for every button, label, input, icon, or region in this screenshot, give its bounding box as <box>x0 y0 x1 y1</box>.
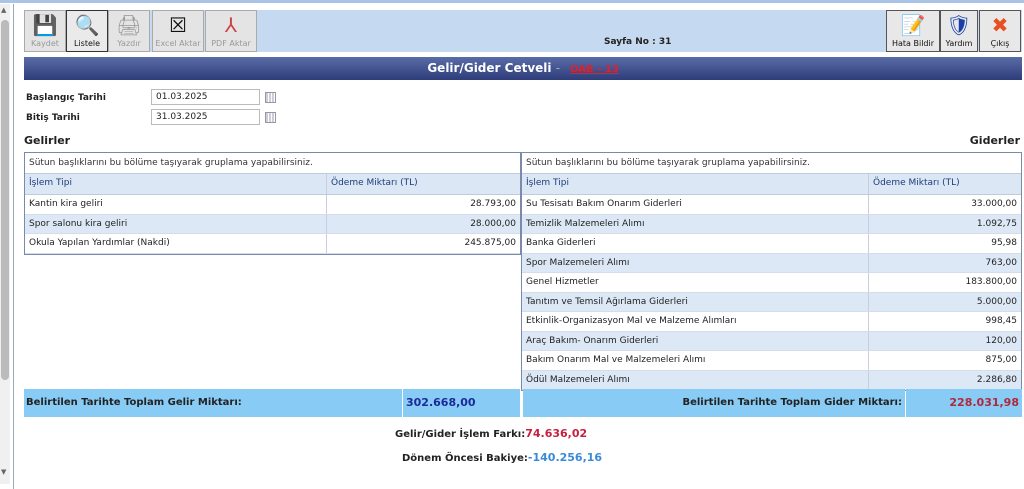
income-title: Gelirler <box>24 134 71 147</box>
income-total-label: Belirtilen Tarihte Toplam Gelir Miktarı: <box>24 389 402 417</box>
income-total-value: 302.668,00 <box>403 389 520 417</box>
print-button[interactable]: 🖨 Yazdır <box>108 10 150 52</box>
help-icon: 🛡 <box>946 13 972 37</box>
list-button[interactable]: 🔍 Listele <box>66 10 108 52</box>
table-row[interactable]: Etkinlik-Organizasyon Mal ve Malzeme Alı… <box>522 312 1021 332</box>
table-row[interactable]: Ödül Malzemeleri Alımı 2.286,80 <box>522 370 1021 390</box>
exit-button[interactable]: ✖ Çıkış <box>979 10 1021 52</box>
report-icon: 📝 <box>900 13 926 37</box>
expense-total-label: Belirtilen Tarihte Toplam Gider Miktarı: <box>523 389 905 417</box>
cell-type: Ödül Malzemeleri Alımı <box>522 370 869 389</box>
calendar-icon[interactable] <box>265 92 276 103</box>
page-title-bar: Gelir/Gider Cetveli - OAB - 13 <box>24 57 1022 80</box>
table-row[interactable]: Araç Bakım- Onarım Giderleri 120,00 <box>522 331 1021 351</box>
end-date-input[interactable]: 31.03.2025 <box>151 109 260 125</box>
cell-amount: 875,00 <box>985 355 1018 365</box>
pdf-export-button[interactable]: ⅄ PDF Aktar <box>205 10 257 52</box>
cell-type: Okula Yapılan Yardımlar (Nakdi) <box>25 234 327 253</box>
report-error-button[interactable]: 📝 Hata Bildir <box>886 10 940 52</box>
cell-amount: 2.286,80 <box>976 374 1017 385</box>
previous-balance-label: Dönem Öncesi Bakiye: <box>402 453 528 464</box>
page-title: Gelir/Gider Cetveli <box>427 61 552 75</box>
table-row[interactable]: Temizlik Malzemeleri Alımı 1.092,75 <box>522 214 1021 234</box>
cell-amount: 28.793,00 <box>470 199 516 209</box>
calendar-icon[interactable] <box>265 112 276 123</box>
cell-amount: 1.092,75 <box>976 218 1017 229</box>
expense-grid: Sütun başlıklarını bu bölüme taşıyarak g… <box>521 152 1022 391</box>
close-icon: ✖ <box>991 13 1009 37</box>
group-panel[interactable]: Sütun başlıklarını bu bölüme taşıyarak g… <box>25 153 520 174</box>
cell-amount: 28.000,00 <box>470 218 516 229</box>
cell-type: Spor salonu kira geliri <box>25 214 327 233</box>
save-button[interactable]: 💾 Kaydet <box>24 10 66 52</box>
column-header-type[interactable]: İşlem Tipi <box>25 174 327 194</box>
cell-amount: 998,45 <box>985 316 1018 326</box>
cell-amount: 95,98 <box>991 238 1017 248</box>
scroll-thumb[interactable] <box>1 20 9 380</box>
table-row[interactable]: Genel Hizmetler 183.800,00 <box>522 273 1021 293</box>
cell-amount: 763,00 <box>985 257 1018 268</box>
income-grid: Sütun başlıklarını bu bölüme taşıyarak g… <box>24 152 521 255</box>
page-number: Sayfa No : 31 <box>604 37 672 47</box>
difference-label: Gelir/Gider İşlem Farkı: <box>395 429 526 440</box>
difference-value: 74.636,02 <box>525 427 588 440</box>
cell-type: Genel Hizmetler <box>522 273 869 292</box>
excel-icon: ☒ <box>169 13 187 37</box>
cell-type: Temizlik Malzemeleri Alımı <box>522 214 869 233</box>
cell-amount: 120,00 <box>985 335 1018 346</box>
pdf-icon: ⅄ <box>224 13 238 37</box>
table-row[interactable]: Tanıtım ve Temsil Ağırlama Giderleri 5.00… <box>522 292 1021 312</box>
printer-icon: 🖨 <box>116 13 142 37</box>
previous-balance-value: -140.256,16 <box>527 451 603 464</box>
cell-amount: 5.000,00 <box>976 296 1017 307</box>
cell-type: Araç Bakım- Onarım Giderleri <box>522 331 869 350</box>
cell-type: Etkinlik-Organizasyon Mal ve Malzeme Alı… <box>522 312 869 331</box>
floppy-icon: 💾 <box>32 13 58 37</box>
cell-type: Kantin kira geliri <box>25 195 327 214</box>
cell-amount: 183.800,00 <box>965 277 1017 287</box>
table-row[interactable]: Kantin kira geliri 28.793,00 <box>25 195 520 215</box>
cell-type: Banka Giderleri <box>522 234 869 253</box>
table-row[interactable]: Okula Yapılan Yardımlar (Nakdi) 245.875,0… <box>25 234 520 254</box>
end-date-label: Bitiş Tarihi <box>26 113 80 123</box>
divider <box>13 4 14 489</box>
table-row[interactable]: Spor salonu kira geliri 28.000,00 <box>25 214 520 234</box>
cell-amount: 245.875,00 <box>464 238 516 248</box>
expense-title: Giderler <box>969 134 1020 147</box>
column-header-amount[interactable]: Ödeme Miktarı (TL) <box>873 178 960 188</box>
table-row[interactable]: Bakım Onarım Mal ve Malzemeleri Alımı 875… <box>522 351 1021 371</box>
start-date-input[interactable]: 01.03.2025 <box>151 89 260 105</box>
vertical-scrollbar[interactable]: ▲ ▼ <box>0 4 10 484</box>
form-code-link[interactable]: OAB - 13 <box>570 64 619 75</box>
column-header-type[interactable]: İşlem Tipi <box>522 174 869 194</box>
table-row[interactable]: Su Tesisatı Bakım Onarım Giderleri 33.000… <box>522 195 1021 215</box>
cell-amount: 33.000,00 <box>971 199 1017 209</box>
scroll-up-icon[interactable]: ▲ <box>1 6 7 14</box>
table-row[interactable]: Spor Malzemeleri Alımı 763,00 <box>522 253 1021 273</box>
scroll-down-icon[interactable]: ▼ <box>1 468 7 476</box>
table-row[interactable]: Banka Giderleri 95,98 <box>522 234 1021 254</box>
expense-total-value: 228.031,98 <box>906 389 1022 417</box>
cell-type: Su Tesisatı Bakım Onarım Giderleri <box>522 195 869 214</box>
top-border <box>0 0 1024 3</box>
cell-type: Spor Malzemeleri Alımı <box>522 253 869 272</box>
help-button[interactable]: 🛡 Yardım <box>940 10 978 52</box>
magnifier-icon: 🔍 <box>74 13 100 37</box>
cell-type: Bakım Onarım Mal ve Malzemeleri Alımı <box>522 351 869 370</box>
excel-export-button[interactable]: ☒ Excel Aktar <box>152 10 204 52</box>
group-panel[interactable]: Sütun başlıklarını bu bölüme taşıyarak g… <box>522 153 1021 174</box>
start-date-label: Başlangıç Tarihi <box>26 93 106 103</box>
title-separator: - <box>555 61 561 75</box>
cell-type: Tanıtım ve Temsil Ağırlama Giderleri <box>522 292 869 311</box>
column-header-amount[interactable]: Ödeme Miktarı (TL) <box>331 178 418 188</box>
toolbar: 💾 Kaydet 🔍 Listele 🖨 Yazdır ☒ Excel Aktar ⅄ P… <box>24 10 1022 52</box>
